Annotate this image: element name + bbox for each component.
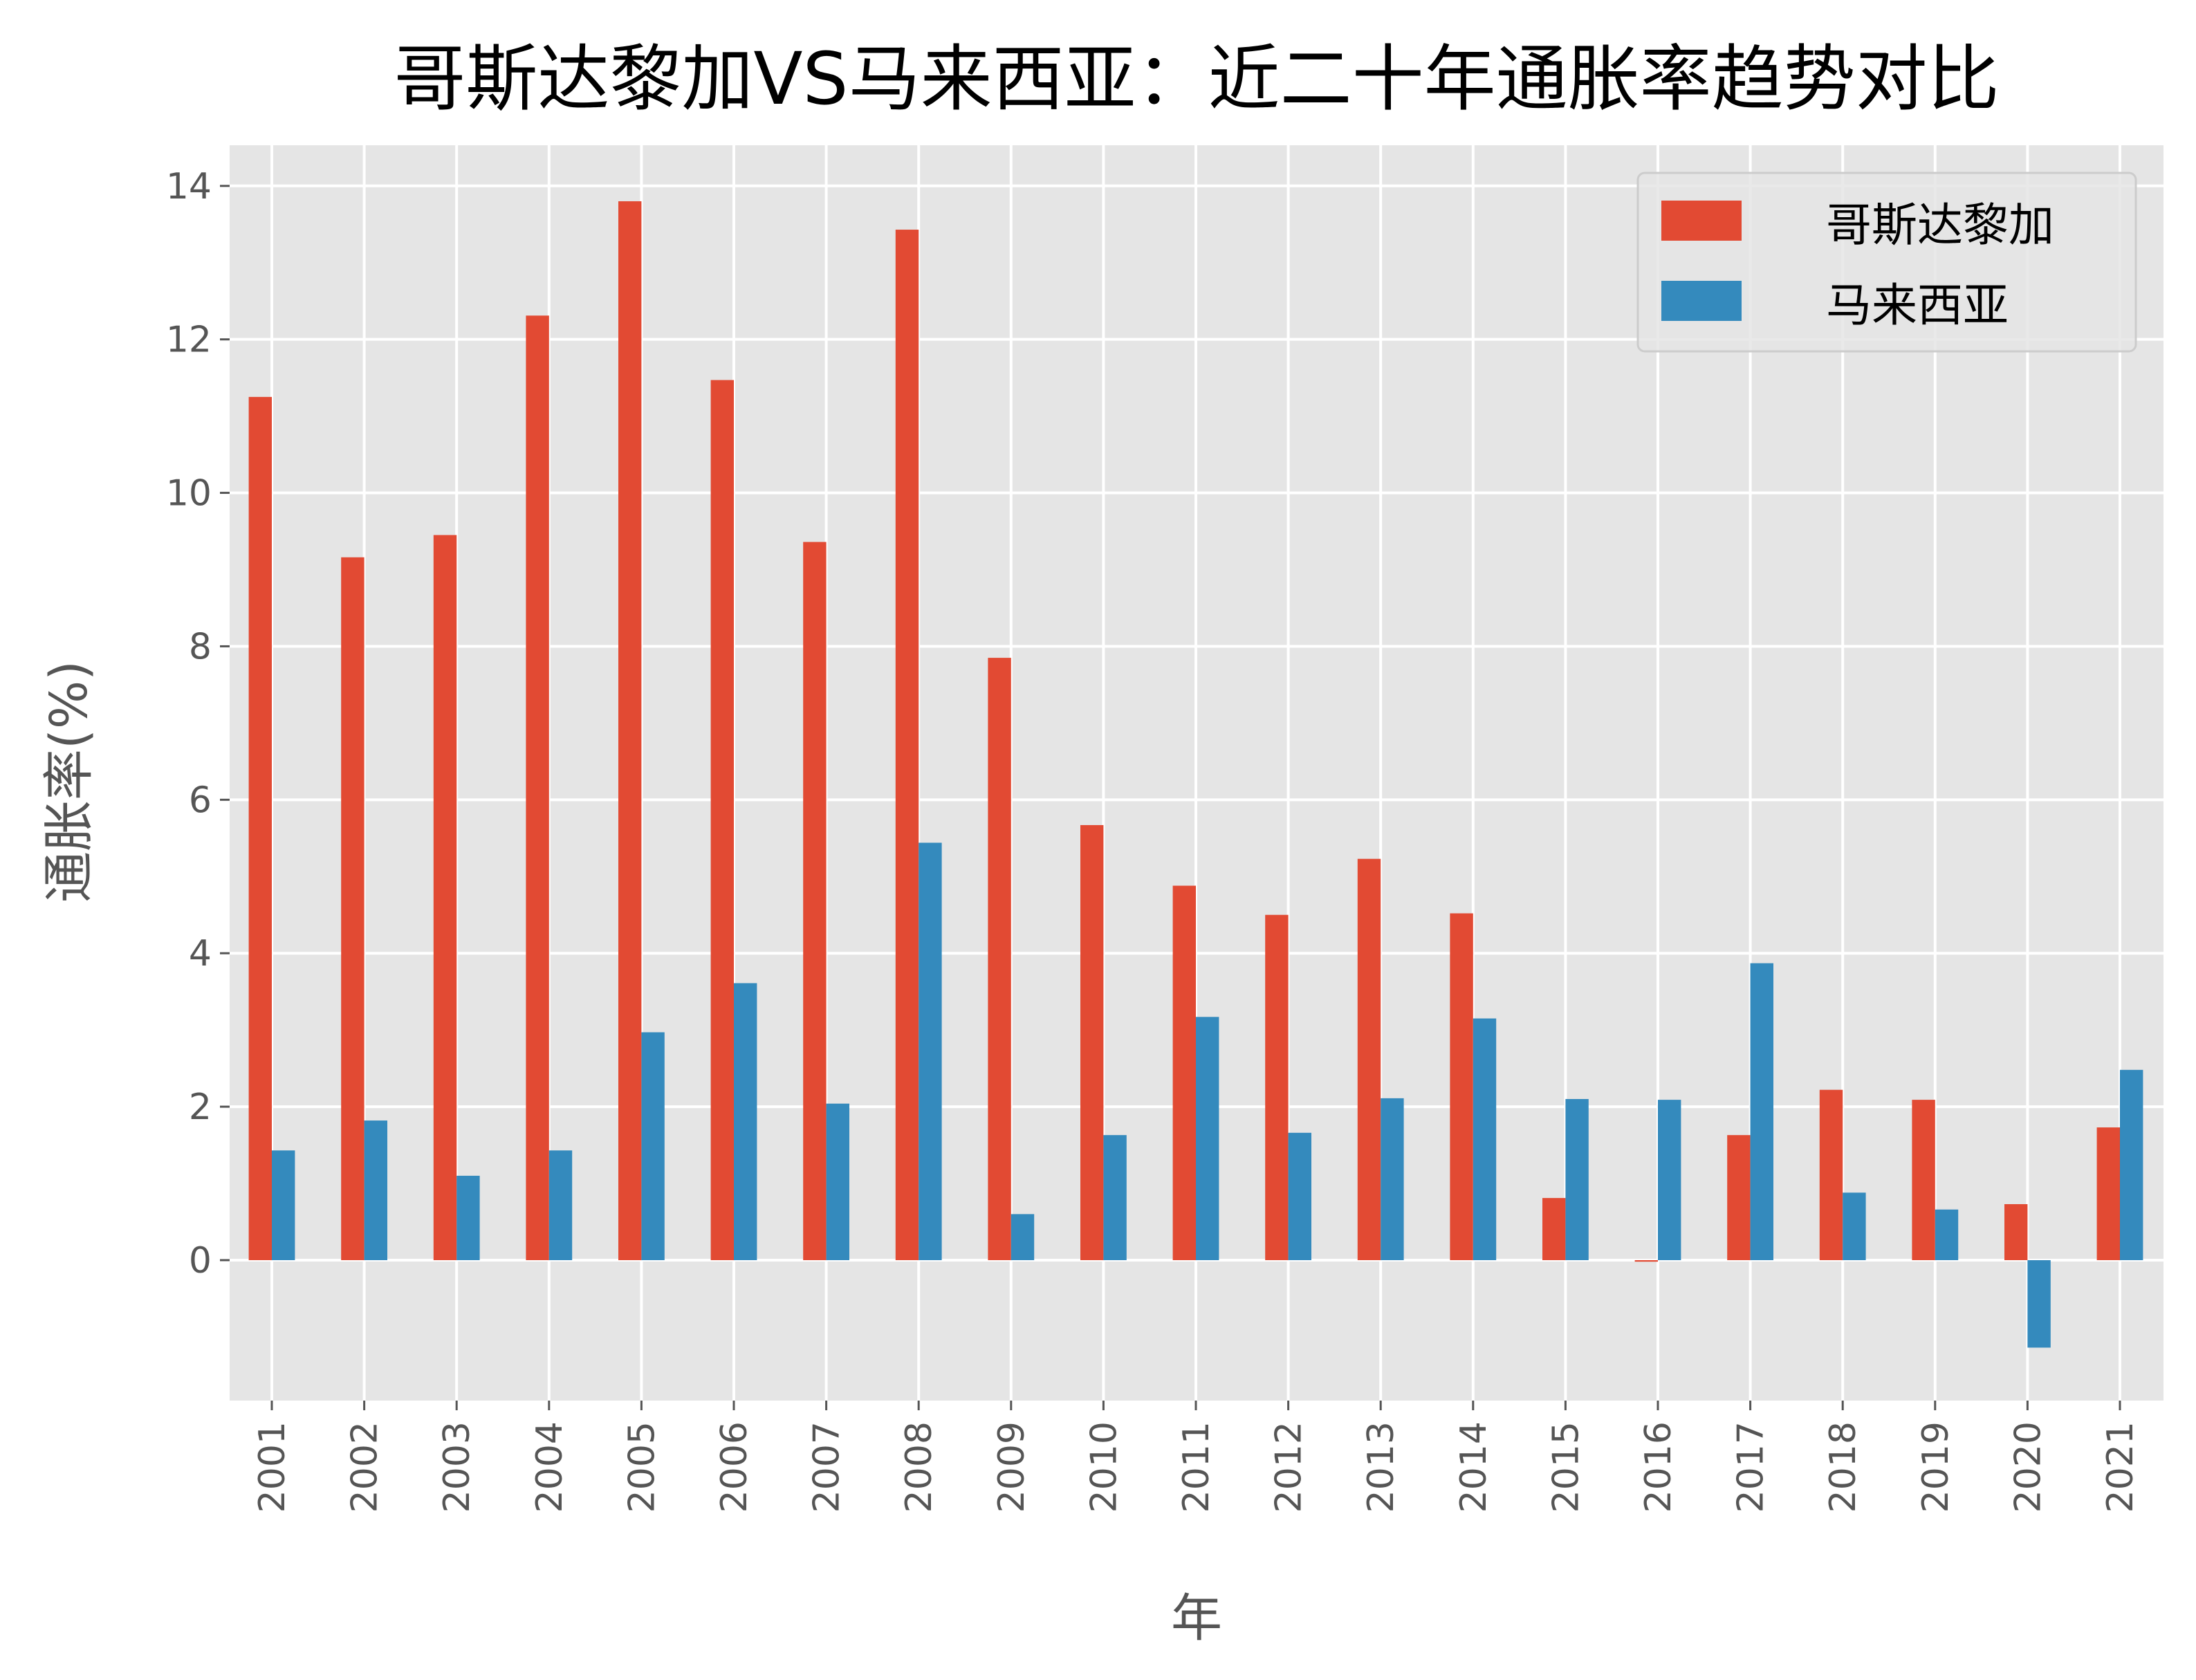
bar-costa-rica-2018	[1819, 1089, 1843, 1260]
x-axis-label: 年	[1171, 1589, 1222, 1648]
bar-malaysia-2009	[1011, 1214, 1035, 1260]
bar-costa-rica-2006	[710, 380, 734, 1260]
x-tick-label: 2016	[1638, 1421, 1679, 1513]
bar-costa-rica-2001	[248, 396, 272, 1260]
x-tick-label: 2001	[252, 1421, 293, 1513]
y-tick-label: 8	[189, 626, 212, 667]
bar-malaysia-2012	[1288, 1132, 1311, 1260]
x-tick-label: 2008	[898, 1421, 940, 1513]
x-tick-label: 2002	[344, 1421, 386, 1513]
y-tick-label: 10	[166, 473, 212, 515]
bar-malaysia-2017	[1750, 963, 1773, 1260]
bar-malaysia-2014	[1473, 1018, 1497, 1260]
bar-malaysia-2006	[734, 983, 757, 1260]
bar-costa-rica-2015	[1542, 1198, 1566, 1260]
bar-malaysia-2018	[1843, 1192, 1866, 1260]
legend-swatch-malaysia	[1661, 281, 1742, 321]
x-tick-label: 2018	[1823, 1421, 1864, 1513]
bar-costa-rica-2019	[1912, 1100, 1935, 1260]
x-tick-label: 2011	[1176, 1421, 1217, 1513]
bars	[248, 201, 2143, 1348]
y-axis-label: 通胀率(%)	[39, 661, 99, 903]
x-tick-label: 2004	[529, 1421, 571, 1513]
bar-costa-rica-2009	[988, 658, 1011, 1260]
x-tick-label: 2015	[1545, 1421, 1587, 1513]
bar-malaysia-2011	[1196, 1017, 1219, 1260]
bar-costa-rica-2012	[1265, 914, 1289, 1260]
bar-malaysia-2010	[1103, 1135, 1127, 1260]
y-tick-label: 2	[189, 1087, 212, 1128]
x-tick-label: 2020	[2007, 1421, 2049, 1513]
x-tick-label: 2005	[621, 1421, 663, 1513]
bar-malaysia-2008	[919, 842, 942, 1260]
x-tick-label: 2021	[2100, 1421, 2141, 1513]
x-tick-label: 2009	[991, 1421, 1033, 1513]
bar-malaysia-2002	[364, 1120, 387, 1260]
bar-costa-rica-2021	[2096, 1127, 2120, 1260]
bar-costa-rica-2016	[1634, 1259, 1658, 1262]
bar-malaysia-2013	[1381, 1098, 1404, 1260]
bar-malaysia-2019	[1935, 1209, 1959, 1260]
legend-swatch-costa-rica	[1661, 201, 1742, 241]
bar-costa-rica-2002	[341, 557, 365, 1260]
bar-costa-rica-2007	[803, 542, 827, 1260]
y-tick-label: 0	[189, 1240, 212, 1282]
x-ticks: 2001 2002 2003 2004 2005 2006 2007 2008 2009 2010…	[252, 1401, 2141, 1513]
bar-malaysia-2003	[456, 1175, 480, 1260]
x-tick-label: 2019	[1915, 1421, 1957, 1513]
y-tick-label: 6	[189, 779, 212, 821]
bar-costa-rica-2011	[1172, 885, 1196, 1260]
x-tick-label: 2006	[714, 1421, 755, 1513]
x-tick-label: 2012	[1268, 1421, 1310, 1513]
bar-costa-rica-2017	[1727, 1135, 1751, 1260]
bar-costa-rica-2020	[2004, 1203, 2028, 1260]
bar-costa-rica-2003	[433, 535, 457, 1260]
bar-malaysia-2021	[2120, 1069, 2143, 1260]
bar-malaysia-2001	[272, 1150, 295, 1260]
x-tick-label: 2013	[1360, 1421, 1402, 1513]
bar-malaysia-2007	[826, 1103, 849, 1260]
legend: 哥斯达黎加 马来西亚	[1636, 172, 2137, 353]
x-tick-label: 2007	[806, 1421, 848, 1513]
x-tick-label: 2014	[1453, 1421, 1495, 1513]
x-tick-label: 2003	[436, 1421, 478, 1513]
bar-malaysia-2015	[1565, 1099, 1589, 1260]
legend-label-malaysia: 马来西亚	[1826, 279, 2009, 332]
bar-malaysia-2016	[1658, 1100, 1681, 1260]
bar-costa-rica-2005	[618, 201, 642, 1260]
x-tick-label: 2017	[1731, 1421, 1772, 1513]
y-tick-label: 12	[166, 320, 212, 361]
bar-malaysia-2005	[641, 1032, 665, 1260]
bar-costa-rica-2004	[526, 315, 549, 1260]
bar-costa-rica-2013	[1357, 858, 1381, 1260]
y-ticks: 0 2 4 6 8 10 12 14	[166, 166, 230, 1282]
bar-malaysia-2004	[548, 1150, 573, 1260]
bar-costa-rica-2008	[895, 230, 919, 1260]
bar-costa-rica-2014	[1450, 913, 1473, 1260]
bar-malaysia-2020	[2027, 1259, 2051, 1348]
legend-box	[1636, 172, 2137, 353]
y-tick-label: 14	[166, 166, 212, 207]
bar-costa-rica-2010	[1080, 824, 1104, 1260]
y-tick-label: 4	[189, 933, 212, 975]
x-tick-label: 2010	[1083, 1421, 1125, 1513]
legend-label-costa-rica: 哥斯达黎加	[1826, 199, 2054, 252]
chart-title: 哥斯达黎加VS马来西亚：近二十年通胀率趋势对比	[394, 37, 1999, 121]
